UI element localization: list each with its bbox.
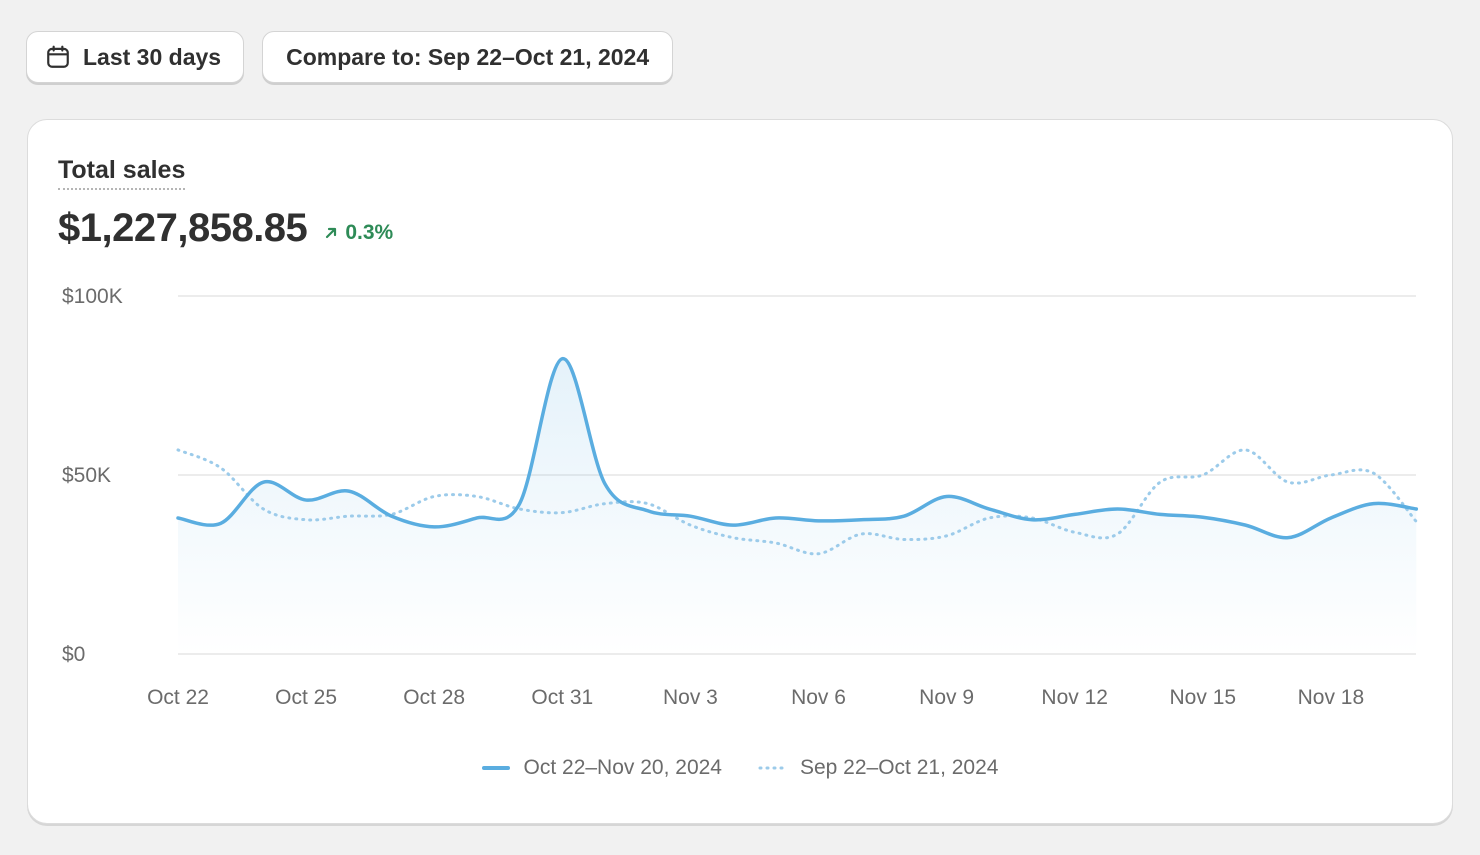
legend-item-current[interactable]: Oct 22–Nov 20, 2024 xyxy=(481,756,722,780)
x-tick-label: Oct 25 xyxy=(275,686,337,709)
y-tick-label: $50K xyxy=(62,464,111,487)
change-badge: 0.3% xyxy=(323,221,393,245)
x-tick-label: Nov 3 xyxy=(663,686,718,709)
x-tick-label: Oct 28 xyxy=(403,686,465,709)
legend-label-previous: Sep 22–Oct 21, 2024 xyxy=(799,756,999,779)
date-range-button[interactable]: Last 30 days xyxy=(26,31,245,83)
legend-item-previous[interactable]: Sep 22–Oct 21, 2024 xyxy=(758,756,999,780)
legend-dotted-line-icon xyxy=(758,766,786,770)
y-tick-label: $0 xyxy=(62,643,85,666)
current-series-line xyxy=(176,356,1419,540)
x-tick-label: Nov 9 xyxy=(919,686,974,709)
x-tick-label: Oct 22 xyxy=(147,686,209,709)
chart-legend: Oct 22–Nov 20, 2024 Sep 22–Oct 21, 2024 xyxy=(28,756,1452,780)
toolbar: Last 30 days Compare to: Sep 22–Oct 21, … xyxy=(26,31,674,83)
x-tick-label: Oct 31 xyxy=(531,686,593,709)
sales-line-chart: $100K $50K $0 Oct 22 Oct 25 Oct 28 Oct 31 Nov 3… xyxy=(62,285,1419,709)
arrow-up-right-icon xyxy=(326,227,337,239)
total-sales-value: $1,227,858.85 xyxy=(58,206,308,250)
compare-button[interactable]: Compare to: Sep 22–Oct 21, 2024 xyxy=(262,31,674,83)
x-tick-label: Nov 15 xyxy=(1170,686,1237,709)
legend-solid-line-icon xyxy=(481,766,510,770)
metric-row: $1,227,858.85 0.3% xyxy=(58,206,393,251)
x-tick-label: Nov 18 xyxy=(1298,686,1365,709)
change-value: 0.3% xyxy=(345,221,394,244)
x-tick-label: Nov 12 xyxy=(1041,686,1108,709)
total-sales-card: Total sales $1,227,858.85 0.3% $100K $50K… xyxy=(27,119,1453,824)
legend-label-current: Oct 22–Nov 20, 2024 xyxy=(523,756,722,779)
y-tick-label: $100K xyxy=(62,285,123,308)
date-range-label: Last 30 days xyxy=(83,43,222,70)
card-title[interactable]: Total sales xyxy=(58,156,186,190)
x-tick-label: Nov 6 xyxy=(791,686,846,709)
current-series-area xyxy=(178,358,1417,654)
compare-label: Compare to: Sep 22–Oct 21, 2024 xyxy=(286,43,650,70)
calendar-icon xyxy=(47,45,69,68)
